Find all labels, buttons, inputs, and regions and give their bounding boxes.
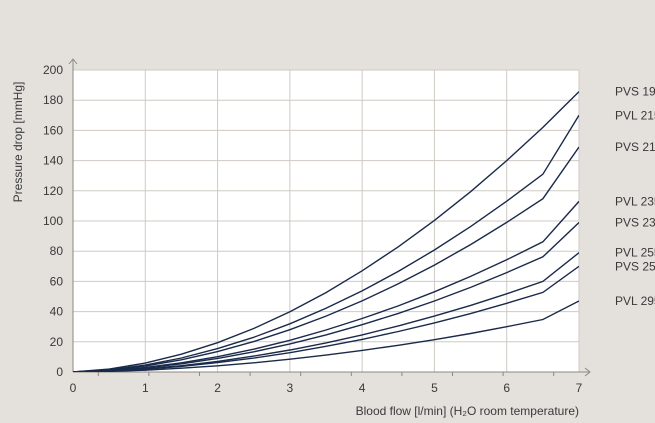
x-tick-label: 2 — [214, 381, 221, 395]
series-line — [73, 300, 579, 372]
y-axis-arrow — [68, 58, 78, 65]
x-tick-label: 3 — [287, 381, 294, 395]
y-tick-label: 20 — [50, 335, 64, 349]
series-labels: PVS 1938 PVL 2155 PVS 2138 PVL 2355 PVS 2338… — [615, 85, 655, 308]
x-tick-label: 5 — [431, 381, 438, 395]
y-tick-label: 120 — [43, 184, 63, 198]
y-tick-label: 80 — [50, 244, 64, 258]
x-tick-label: 7 — [576, 381, 583, 395]
series-line — [73, 114, 579, 372]
x-tick-label: 0 — [70, 381, 77, 395]
y-tick-label: 40 — [50, 305, 64, 319]
series-label: PVL 2355 — [615, 194, 655, 208]
x-tick-label: 6 — [503, 381, 510, 395]
series-label: PVL 2555 — [615, 246, 655, 260]
series-label: PVL 2955 — [615, 294, 655, 308]
y-tick-label: 100 — [43, 214, 63, 228]
curves — [73, 91, 579, 372]
axes — [68, 58, 591, 377]
y-tick-label: 0 — [56, 365, 63, 379]
y-axis-title: Pressure drop [mmHg] — [11, 82, 25, 203]
grid — [73, 69, 580, 372]
y-tick-label: 140 — [43, 154, 63, 168]
series-line — [73, 221, 579, 372]
y-tick-label: 60 — [50, 274, 64, 288]
series-label: PVL 2155 — [615, 108, 655, 122]
series-line — [73, 146, 579, 372]
series-label: PVS 2138 — [615, 140, 655, 154]
series-label: PVS 2338 — [615, 216, 655, 230]
series-label: PVS 2538 — [615, 259, 655, 273]
series-label: PVS 1938 — [615, 85, 655, 99]
x-axis-arrow — [584, 367, 591, 377]
y-tick-label: 160 — [43, 123, 63, 137]
y-tick-label: 180 — [43, 93, 63, 107]
x-axis-title: Blood flow [l/min] (H₂O room temperature… — [356, 404, 579, 418]
x-tick-label: 4 — [359, 381, 366, 395]
series-line — [73, 91, 579, 372]
x-tick-label: 1 — [142, 381, 149, 395]
y-tick-label: 200 — [43, 63, 63, 77]
series-line — [73, 265, 579, 372]
tick-labels: 0 1 2 3 4 5 6 7 0 20 40 60 80 100 120 140 160 180 200 — [43, 63, 583, 395]
